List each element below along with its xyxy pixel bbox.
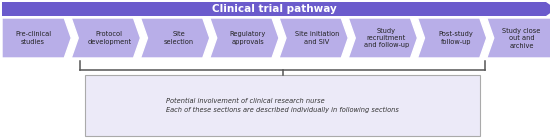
Polygon shape bbox=[2, 2, 550, 16]
Text: Regulatory
approvals: Regulatory approvals bbox=[230, 31, 266, 45]
Polygon shape bbox=[2, 18, 72, 58]
Text: Study
recruitment
and follow-up: Study recruitment and follow-up bbox=[364, 27, 409, 48]
Text: Post-study
follow-up: Post-study follow-up bbox=[438, 31, 473, 45]
Polygon shape bbox=[417, 18, 487, 58]
Polygon shape bbox=[140, 18, 210, 58]
Polygon shape bbox=[348, 18, 417, 58]
FancyBboxPatch shape bbox=[85, 75, 480, 136]
Text: Clinical trial pathway: Clinical trial pathway bbox=[212, 4, 337, 14]
Polygon shape bbox=[487, 18, 550, 58]
Polygon shape bbox=[279, 18, 348, 58]
Text: Protocol
development: Protocol development bbox=[87, 31, 131, 45]
Text: Site
selection: Site selection bbox=[163, 31, 194, 45]
Text: Site initiation
and SIV: Site initiation and SIV bbox=[295, 31, 339, 45]
Text: Study close
out and
archive: Study close out and archive bbox=[502, 27, 541, 48]
Text: Potential involvement of clinical research nurse
Each of these sections are desc: Potential involvement of clinical resear… bbox=[166, 98, 399, 113]
Polygon shape bbox=[72, 18, 140, 58]
Polygon shape bbox=[210, 18, 279, 58]
Text: Pre-clinical
studies: Pre-clinical studies bbox=[15, 31, 51, 45]
